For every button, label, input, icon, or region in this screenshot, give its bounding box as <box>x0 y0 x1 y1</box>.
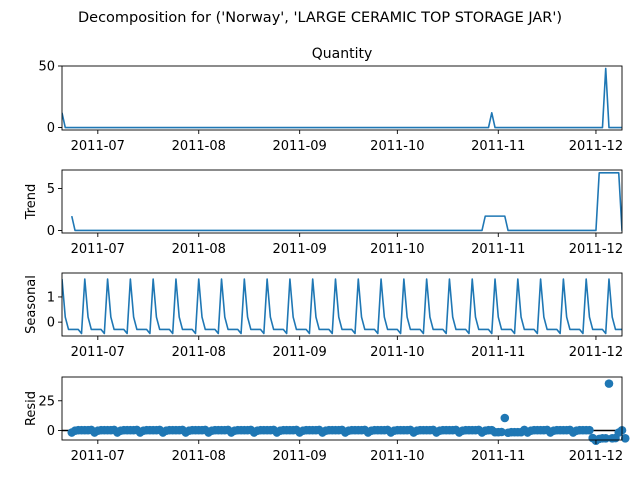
xtick-label: 2011-10 <box>370 449 424 464</box>
ytick-label: 1 <box>47 290 55 305</box>
panel-resid: 0 25 2011-07 2011-08 2011-09 2011-10 2011-11 20… <box>24 376 630 464</box>
panel-trend: 0 5 2011-07 2011-08 2011-09 2011-10 2011-11 201… <box>24 169 623 257</box>
xtick-label: 2011-10 <box>370 345 424 360</box>
resid-point <box>601 434 611 443</box>
ytick-label: 25 <box>38 394 55 409</box>
xtick-label: 2011-07 <box>71 345 125 360</box>
ytick-label: 0 <box>47 424 55 439</box>
axes-frame <box>61 272 623 337</box>
y-axis-label: Trend <box>24 184 39 221</box>
resid-point <box>585 425 594 435</box>
figure-title: Decomposition for ('Norway', 'LARGE CERA… <box>78 10 562 26</box>
panel-title: Quantity <box>312 46 373 62</box>
xtick-label: 2011-11 <box>471 345 525 360</box>
resid-point <box>500 413 510 423</box>
axes-frame <box>61 169 623 234</box>
xtick-label: 2011-10 <box>370 139 424 154</box>
panel-seasonal: 0 1 2011-07 2011-08 2011-09 2011-10 2011-11 201… <box>24 272 623 360</box>
panel-observed: 0 50 2011-07 2011-08 2011-09 2011-10 2011-11 20… <box>38 46 623 154</box>
xtick-label: 2011-12 <box>569 242 623 257</box>
xtick-label: 2011-10 <box>370 242 424 257</box>
resid-point <box>620 434 630 443</box>
ytick-label: 0 <box>47 121 55 136</box>
xtick-label: 2011-11 <box>471 449 525 464</box>
xtick-label: 2011-08 <box>172 449 226 464</box>
ytick-label: 0 <box>47 316 55 331</box>
resid-point <box>497 427 506 437</box>
xtick-label: 2011-09 <box>273 242 327 257</box>
xtick-label: 2011-07 <box>71 242 125 257</box>
y-axis-label: Resid <box>24 391 39 426</box>
xtick-label: 2011-07 <box>71 139 125 154</box>
xtick-label: 2011-12 <box>569 449 623 464</box>
xtick-label: 2011-09 <box>273 139 327 154</box>
ytick-label: 50 <box>38 60 55 75</box>
xtick-label: 2011-09 <box>273 345 327 360</box>
ytick-label: 0 <box>47 224 55 239</box>
axes-frame <box>61 65 623 131</box>
xtick-label: 2011-12 <box>569 139 623 154</box>
ytick-label: 5 <box>47 182 55 197</box>
xtick-label: 2011-11 <box>471 139 525 154</box>
xtick-label: 2011-08 <box>172 345 226 360</box>
xtick-label: 2011-08 <box>172 242 226 257</box>
observed-line <box>62 67 622 129</box>
resid-points <box>67 379 630 445</box>
xtick-label: 2011-08 <box>172 139 226 154</box>
seasonal-line <box>62 278 622 335</box>
xtick-label: 2011-09 <box>273 449 327 464</box>
y-axis-label: Seasonal <box>24 275 39 334</box>
trend-line <box>70 172 622 232</box>
axes-frame <box>61 376 623 441</box>
resid-point <box>604 379 614 388</box>
xtick-label: 2011-11 <box>471 242 525 257</box>
xtick-label: 2011-12 <box>569 345 623 360</box>
xtick-label: 2011-07 <box>71 449 125 464</box>
